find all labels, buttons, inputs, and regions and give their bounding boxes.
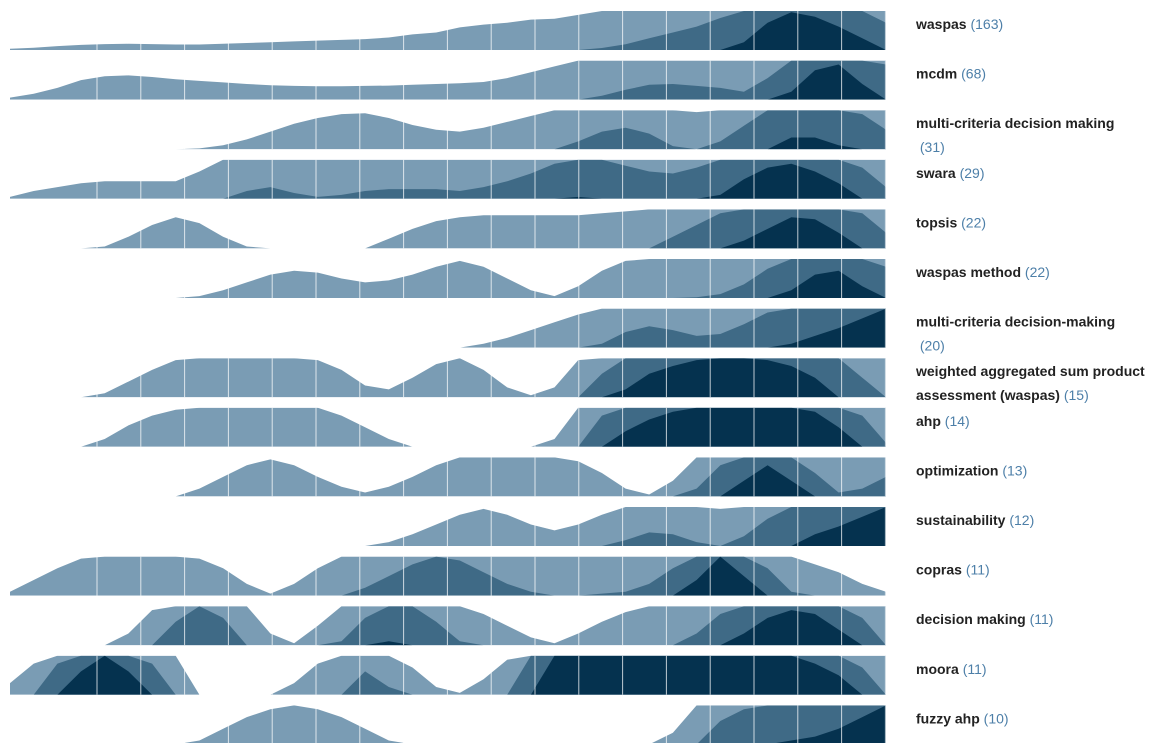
series-keyword: copras — [916, 562, 966, 578]
series-count: (29) — [960, 165, 985, 181]
horizon-layer-2 — [10, 11, 886, 50]
series-label: decision making (11) — [916, 611, 1053, 627]
series-count: (22) — [1025, 264, 1050, 280]
series-label: copras (11) — [916, 562, 990, 578]
horizon-row — [10, 159, 886, 199]
series-count: (11) — [1030, 611, 1054, 627]
horizon-layer-3 — [10, 465, 886, 497]
series-keyword: mcdm — [916, 66, 961, 82]
series-count: (11) — [963, 661, 987, 677]
horizon-row — [10, 457, 886, 497]
series-keyword: assessment (waspas) — [916, 387, 1064, 403]
series-count: (11) — [966, 562, 990, 578]
horizon-layer-3 — [10, 358, 886, 398]
horizon-layer-3 — [10, 12, 886, 50]
series-count: (31) — [920, 139, 945, 155]
horizon-layer-3 — [10, 137, 886, 150]
series-label: waspas (163) — [915, 16, 1003, 32]
series-count: (12) — [1009, 512, 1034, 528]
series-keyword: topsis — [916, 214, 961, 230]
horizon-row — [10, 110, 886, 150]
series-keyword: waspas — [915, 16, 970, 32]
series-keyword: fuzzy ahp — [916, 710, 984, 726]
horizon-row — [10, 606, 886, 646]
horizon-layer-3 — [10, 217, 886, 249]
horizon-layer-3 — [776, 705, 886, 743]
horizon-layer-1 — [10, 209, 886, 249]
horizon-layer-2 — [10, 60, 886, 100]
series-label: waspas method (22) — [915, 264, 1050, 280]
series-keyword: multi-criteria decision-making — [916, 314, 1115, 330]
horizon-layer-3 — [10, 655, 886, 695]
horizon-layer-3 — [10, 270, 886, 298]
series-count: (163) — [970, 16, 1003, 32]
horizon-layer-3 — [10, 556, 886, 596]
horizon-row — [10, 11, 886, 50]
series-label: ahp (14) — [916, 413, 970, 429]
horizon-layer-2 — [698, 705, 886, 743]
horizon-row — [10, 655, 886, 695]
series-label: multi-criteria decision-making (20) — [916, 314, 1115, 354]
series-count: (68) — [961, 66, 986, 82]
horizon-layer-3 — [10, 308, 886, 348]
series-label: sustainability (12) — [916, 512, 1034, 528]
series-label: weighted aggregated sum product assessmen… — [915, 363, 1145, 403]
series-keyword: waspas method — [915, 264, 1025, 280]
series-label: multi-criteria decision making (31) — [916, 115, 1114, 155]
horizon-row — [10, 407, 886, 447]
horizon-layer-3 — [10, 163, 886, 199]
horizon-layer-2 — [10, 308, 886, 348]
horizon-layer-2 — [10, 507, 886, 546]
horizon-row — [10, 308, 886, 348]
horizon-layer-2 — [10, 556, 886, 596]
series-label: topsis (22) — [916, 214, 986, 230]
horizon-row — [10, 60, 886, 100]
series-count: (15) — [1064, 387, 1089, 403]
series-count: (13) — [1002, 462, 1027, 478]
horizon-layer-2 — [10, 606, 886, 646]
horizon-row — [96, 705, 886, 743]
horizon-layer-1 — [10, 110, 886, 150]
horizon-layer-3 — [10, 610, 886, 646]
horizon-layer-1 — [10, 259, 886, 298]
series-label: moora (11) — [916, 661, 987, 677]
series-keyword: multi-criteria decision making — [916, 115, 1114, 131]
horizon-layer-1 — [10, 457, 886, 497]
horizon-row — [10, 209, 886, 249]
series-keyword: moora — [916, 661, 963, 677]
horizon-row — [10, 259, 886, 298]
chart-bands — [10, 11, 886, 743]
series-count: (22) — [961, 214, 986, 230]
series-keyword: ahp — [916, 413, 945, 429]
horizon-layer-2 — [10, 159, 886, 199]
series-keyword: sustainability — [916, 512, 1009, 528]
series-keyword: optimization — [916, 462, 1002, 478]
series-keyword: decision making — [916, 611, 1030, 627]
series-label: swara (29) — [916, 165, 985, 181]
chart-labels: waspas (163) mcdm (68) multi-criteria deci… — [915, 16, 1145, 726]
series-label: fuzzy ahp (10) — [916, 710, 1009, 726]
series-count: (14) — [945, 413, 970, 429]
series-label: optimization (13) — [916, 462, 1027, 478]
horizon-row — [10, 358, 886, 398]
horizon-row — [10, 507, 886, 546]
series-label: mcdm (68) — [916, 66, 986, 82]
horizon-layer-3 — [10, 407, 886, 447]
series-count: (10) — [984, 710, 1009, 726]
horizon-layer-3 — [10, 64, 886, 100]
series-count: (20) — [920, 338, 945, 354]
series-keyword: weighted aggregated sum product — [915, 363, 1145, 379]
series-keyword: swara — [916, 165, 960, 181]
horizon-row — [10, 556, 886, 596]
